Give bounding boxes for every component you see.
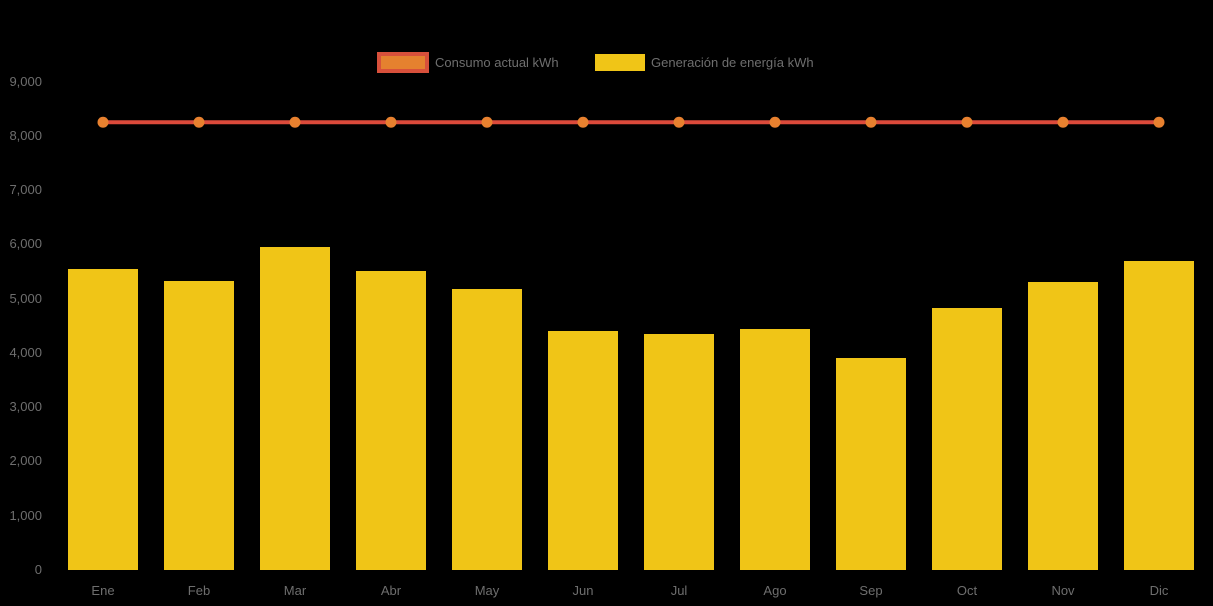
- generation-bar: [68, 268, 138, 570]
- consumption-line-marker: [385, 116, 397, 128]
- y-axis-label: 7,000: [9, 182, 42, 198]
- y-axis-label: 8,000: [9, 127, 42, 143]
- consumption-line-marker: [673, 116, 685, 128]
- consumption-line-marker: [193, 116, 205, 128]
- consumption-line-marker: [769, 116, 781, 128]
- x-axis-label: Ago: [763, 583, 787, 598]
- x-axis-label: Mar: [283, 583, 307, 598]
- y-axis-label: 4,000: [9, 344, 42, 360]
- y-axis-label: 6,000: [9, 236, 42, 252]
- legend-swatch-consumo: [377, 52, 429, 73]
- generation-bar: [932, 308, 1002, 570]
- y-axis-label: 3,000: [9, 399, 42, 415]
- x-axis-label: Sep: [859, 583, 883, 598]
- y-axis-label: 1,000: [9, 507, 42, 523]
- consumption-line-marker: [481, 116, 493, 128]
- generation-bar: [260, 247, 330, 570]
- x-axis-label: Dic: [1149, 583, 1169, 598]
- y-axis-label: 2,000: [9, 453, 42, 469]
- generation-bar: [1028, 282, 1098, 570]
- x-axis-label: Feb: [187, 583, 211, 598]
- generation-bar: [644, 333, 714, 570]
- generation-bar: [548, 331, 618, 570]
- x-axis-label: Jul: [670, 583, 688, 598]
- legend-swatch-generacion: [595, 54, 645, 71]
- legend: Consumo actual kWh Generación de energía…: [0, 0, 1213, 90]
- generation-bar: [1124, 260, 1194, 570]
- generation-bar: [452, 289, 522, 570]
- y-axis-label: 0: [34, 562, 42, 577]
- generation-bar: [164, 280, 234, 570]
- generation-bar: [740, 329, 810, 570]
- consumption-line-marker: [97, 116, 109, 128]
- generation-bar: [356, 271, 426, 570]
- x-axis-label: Ene: [91, 583, 115, 598]
- consumption-line-marker: [1057, 116, 1069, 128]
- legend-label-consumo: Consumo actual kWh: [435, 55, 559, 70]
- consumption-line-marker: [961, 116, 973, 128]
- y-axis-label: 9,000: [9, 73, 42, 89]
- x-axis-label: May: [474, 583, 500, 598]
- y-axis-label: 5,000: [9, 290, 42, 306]
- legend-item-consumo: Consumo actual kWh: [377, 52, 559, 73]
- consumption-line-marker: [865, 116, 877, 128]
- x-axis-label: Oct: [956, 583, 978, 598]
- x-axis-label: Nov: [1051, 583, 1075, 598]
- x-axis-label: Abr: [380, 583, 402, 598]
- legend-item-generacion: Generación de energía kWh: [595, 54, 814, 71]
- consumption-line-marker: [289, 116, 301, 128]
- consumption-line-marker: [1153, 116, 1165, 128]
- consumption-line-marker: [577, 116, 589, 128]
- legend-label-generacion: Generación de energía kWh: [651, 55, 814, 70]
- generation-bar: [836, 358, 906, 570]
- x-axis-label: Jun: [572, 583, 594, 598]
